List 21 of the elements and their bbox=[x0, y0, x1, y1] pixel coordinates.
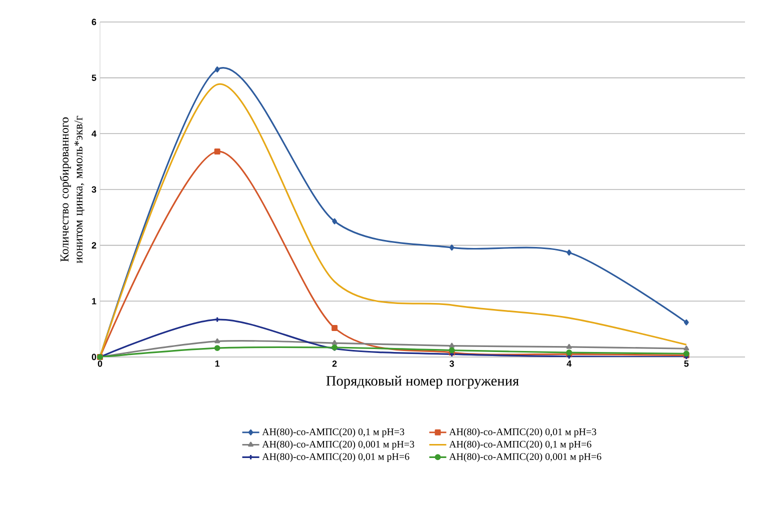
y-tick-label: 2 bbox=[92, 242, 96, 248]
legend-label: АН(80)-со-АМПС(20) 0,001 м pH=3 bbox=[262, 440, 414, 450]
y-tick-label: 5 bbox=[92, 74, 96, 81]
x-tick-label: 3 bbox=[450, 360, 454, 367]
x-axis-title: Порядковый номер погружения bbox=[326, 376, 519, 389]
legend-label: АН(80)-со-АМПС(20) 0,1 м pH=3 bbox=[262, 428, 404, 438]
legend-label: АН(80)-со-АМПС(20) 0,001 м pH=6 bbox=[449, 452, 602, 462]
y-tick-label: 6 bbox=[92, 18, 96, 26]
y-tick-label: 1 bbox=[92, 298, 96, 304]
legend-label: АН(80)-со-АМПС(20) 0,01 м pH=3 bbox=[449, 428, 596, 438]
x-tick-label: 0 bbox=[98, 360, 102, 367]
y-tick-label: 3 bbox=[92, 186, 96, 193]
x-tick-label: 4 bbox=[566, 360, 572, 367]
x-tick-label: 1 bbox=[215, 360, 220, 367]
legend-label: АН(80)-со-АМПС(20) 0,01 м pH=6 bbox=[262, 452, 410, 462]
x-tick-label: 5 bbox=[684, 360, 689, 367]
legend-label: АН(80)-со-АМПС(20) 0,1 м pH=6 bbox=[449, 440, 592, 450]
y-tick-label: 4 bbox=[92, 130, 96, 137]
y-axis-title: Количество сорбированного ионитом цинка, ммоль*экв/г bbox=[60, 116, 85, 264]
x-tick-label: 2 bbox=[332, 360, 337, 367]
y-tick-label: 0 bbox=[92, 354, 96, 360]
